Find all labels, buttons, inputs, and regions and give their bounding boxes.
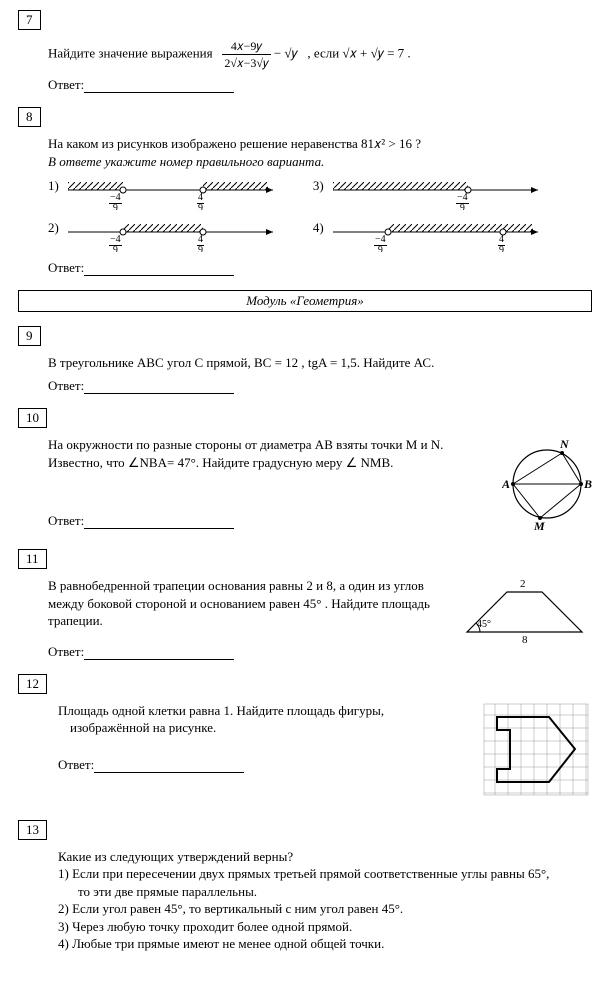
q10-line2: Известно, что ∠NBA= 47°. Найдите градусн…	[48, 454, 492, 472]
q13-s1a: 1) Если при пересечении двух прямых трет…	[58, 865, 592, 883]
label-B: B	[583, 477, 592, 491]
answer-label: Ответ:	[48, 378, 84, 393]
option-label: 4)	[313, 218, 324, 236]
question-text: На окружности по разные стороны от диаме…	[48, 436, 492, 471]
answer-row: Ответ:	[58, 757, 472, 773]
question-text: Площадь одной клетки равна 1. Найдите пл…	[58, 702, 472, 737]
q13-prompt: Какие из следующих утверждений верны?	[58, 848, 592, 866]
option-1: 1) −49 49	[48, 176, 283, 210]
q12-line2: изображённой на рисунке.	[70, 719, 472, 737]
question-text: Найдите значение выражения 4𝑥−9𝑦 2√𝑥−3√𝑦…	[48, 38, 592, 71]
answer-label: Ответ:	[48, 513, 84, 528]
q7-minus-root: − √𝑦	[274, 46, 298, 61]
question-text: Какие из следующих утверждений верны? 1)…	[58, 848, 592, 953]
tick-num: 4	[380, 235, 385, 245]
tick-den: 9	[197, 204, 204, 210]
question-10: 10 На окружности по разные стороны от ди…	[18, 408, 592, 535]
question-text: На каком из рисунков изображено решение …	[48, 135, 592, 170]
answer-blank[interactable]	[84, 79, 234, 93]
trap-bottom: 8	[522, 634, 528, 646]
q13-s4: 4) Любые три прямые имеют не менее одной…	[58, 935, 592, 953]
numberline-1-icon: −49 49	[63, 176, 283, 210]
answer-label: Ответ:	[48, 77, 84, 92]
answer-blank[interactable]	[94, 759, 244, 773]
answer-label: Ответ:	[58, 757, 94, 772]
trapezoid-diagram-icon: 2 8 45°	[462, 577, 592, 647]
tick-num: 4	[115, 235, 120, 245]
question-number: 11	[18, 549, 47, 569]
options-row-2: 2) −49 49 4) −49 49	[48, 218, 592, 252]
q13-s1b: то эти две прямые параллельны.	[78, 883, 592, 901]
q13-s3: 3) Через любую точку проходит более одно…	[58, 918, 592, 936]
numberline-3-icon: −49	[328, 176, 548, 210]
option-label: 2)	[48, 218, 59, 236]
answer-blank[interactable]	[84, 515, 234, 529]
question-12: 12 Площадь одной клетки равна 1. Найдите…	[18, 674, 592, 806]
question-number: 10	[18, 408, 47, 428]
answer-row: Ответ:	[48, 77, 592, 93]
circle-diagram-icon: A B N M	[502, 436, 592, 531]
tick-den: 9	[498, 246, 505, 252]
tick-num: 4	[462, 193, 467, 203]
option-4: 4) −49 49	[313, 218, 548, 252]
grid-figure-icon	[482, 702, 592, 802]
q8-line2: В ответе укажите номер правильного вариа…	[48, 153, 592, 171]
question-number: 12	[18, 674, 47, 694]
tick-den: 9	[109, 204, 122, 210]
trap-angle: 45°	[477, 619, 491, 630]
q13-s2: 2) Если угол равен 45°, то вертикальный …	[58, 900, 592, 918]
tick-den: 9	[456, 204, 469, 210]
tick-num: 4	[115, 193, 120, 203]
question-number: 8	[18, 107, 41, 127]
answer-label: Ответ:	[48, 260, 84, 275]
question-number: 13	[18, 820, 47, 840]
numberline-4-icon: −49 49	[328, 218, 548, 252]
question-9: 9 В треугольнике АВС угол С прямой, ВС =…	[18, 326, 592, 394]
fraction-denominator: 2√𝑥−3√𝑦	[222, 55, 270, 71]
answer-row: Ответ:	[48, 644, 452, 660]
option-label: 1)	[48, 176, 59, 194]
question-7: 7 Найдите значение выражения 4𝑥−9𝑦 2√𝑥−3…	[18, 10, 592, 93]
tick-den: 9	[374, 246, 387, 252]
question-number: 9	[18, 326, 41, 346]
question-11: 11 В равнобедренной трапеции основания р…	[18, 549, 592, 660]
q12-line1: Площадь одной клетки равна 1. Найдите пл…	[58, 702, 472, 720]
answer-row: Ответ:	[48, 513, 492, 529]
option-2: 2) −49 49	[48, 218, 283, 252]
q10-line1: На окружности по разные стороны от диаме…	[48, 436, 492, 454]
q8-line1: На каком из рисунков изображено решение …	[48, 135, 592, 153]
question-number: 7	[18, 10, 41, 30]
question-13: 13 Какие из следующих утверждений верны?…	[18, 820, 592, 953]
question-8: 8 На каком из рисунков изображено решени…	[18, 107, 592, 276]
label-M: M	[533, 519, 545, 531]
fraction-numerator: 4𝑥−9𝑦	[222, 38, 270, 55]
q7-cond: , если √𝑥 + √𝑦 = 7 .	[307, 46, 410, 61]
option-3: 3) −49	[313, 176, 548, 210]
tick-den: 9	[197, 246, 204, 252]
question-text: В треугольнике АВС угол С прямой, ВС = 1…	[48, 354, 592, 372]
question-text: В равнобедренной трапеции основания равн…	[48, 577, 452, 630]
fraction: 4𝑥−9𝑦 2√𝑥−3√𝑦	[222, 38, 270, 71]
trap-top: 2	[520, 578, 526, 590]
answer-blank[interactable]	[84, 262, 234, 276]
answer-row: Ответ:	[48, 378, 592, 394]
answer-label: Ответ:	[48, 644, 84, 659]
option-label: 3)	[313, 176, 324, 194]
tick-den: 9	[109, 246, 122, 252]
options-row-1: 1) −49 49 3) −49	[48, 176, 592, 210]
numberline-2-icon: −49 49	[63, 218, 283, 252]
label-N: N	[559, 437, 570, 451]
answer-blank[interactable]	[84, 380, 234, 394]
section-header: Модуль «Геометрия»	[18, 290, 592, 312]
answer-blank[interactable]	[84, 646, 234, 660]
q7-pre: Найдите значение выражения	[48, 46, 213, 61]
label-A: A	[502, 477, 510, 491]
answer-row: Ответ:	[48, 260, 592, 276]
